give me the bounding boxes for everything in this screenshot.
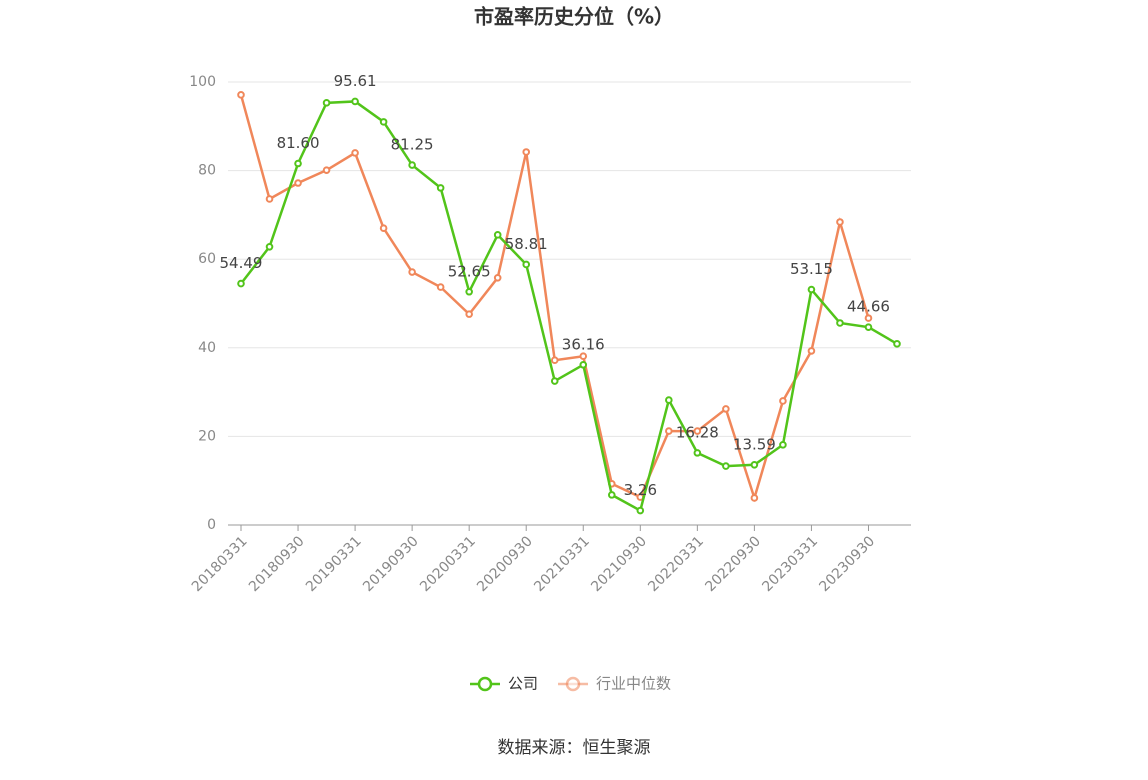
x-tick-label: 20200331 [417, 533, 479, 595]
value-label: 81.60 [277, 134, 320, 152]
value-label: 95.61 [334, 72, 377, 90]
legend-label: 行业中位数 [596, 675, 671, 693]
point [436, 283, 445, 291]
x-tick-label: 20230331 [759, 533, 821, 595]
point [265, 195, 274, 203]
point [665, 427, 673, 435]
x-tick-label: 20230930 [816, 533, 878, 595]
point [379, 224, 388, 232]
y-tick-label: 100 [189, 74, 216, 90]
value-label: 3.26 [624, 481, 657, 499]
x-tick-label: 20190331 [303, 533, 365, 595]
x-tick-label: 20190930 [360, 533, 422, 595]
point [779, 397, 787, 405]
point [522, 148, 531, 156]
x-tick-label: 20210331 [531, 533, 593, 595]
x-tick-label: 20180331 [189, 533, 251, 595]
chart-title: 市盈率历史分位（%） [474, 5, 674, 29]
point [550, 377, 559, 385]
legend-item: 公司 [470, 675, 538, 693]
source: 数据来源：恒生聚源 [498, 738, 651, 758]
point [807, 347, 816, 355]
point [579, 361, 588, 369]
point [379, 118, 388, 126]
point [836, 218, 844, 226]
point [750, 494, 759, 502]
point [636, 506, 645, 515]
point [864, 323, 873, 331]
point [522, 260, 531, 269]
point [237, 279, 245, 288]
point [807, 285, 816, 294]
point [836, 319, 844, 327]
y-tick-label: 40 [198, 340, 216, 356]
y-tick-label: 0 [207, 517, 216, 533]
legend-label: 公司 [508, 675, 538, 693]
point [408, 161, 416, 169]
point [294, 159, 302, 168]
point [665, 396, 673, 404]
value-label: 53.15 [790, 260, 833, 278]
point [722, 405, 730, 413]
point [237, 91, 245, 99]
series-line [240, 100, 898, 513]
point [750, 460, 759, 469]
point [265, 242, 274, 251]
point [351, 97, 359, 106]
point [579, 352, 588, 361]
point [893, 340, 901, 348]
x-tick-label: 20220930 [702, 533, 764, 595]
value-label: 13.59 [733, 435, 776, 453]
point [294, 179, 302, 187]
value-label: 58.81 [505, 235, 548, 253]
value-label: 44.66 [847, 298, 890, 316]
value-label: 54.49 [220, 254, 263, 272]
x-tick-label: 20210930 [588, 533, 650, 595]
point [693, 427, 702, 435]
point [351, 149, 359, 157]
point [465, 287, 473, 296]
point [550, 356, 559, 365]
y-tick-label: 60 [198, 251, 216, 267]
point [607, 491, 616, 499]
value-label: 36.16 [562, 335, 605, 353]
value-label: 16.28 [676, 423, 719, 441]
y-tick-label: 80 [198, 163, 216, 179]
point [322, 166, 331, 174]
point [493, 274, 502, 282]
x-tick-label: 20200930 [474, 533, 536, 595]
value-label: 81.25 [391, 136, 434, 154]
point [436, 184, 445, 192]
legend-item: 行业中位数 [558, 675, 671, 693]
point [322, 99, 331, 107]
point [722, 462, 730, 470]
point [465, 310, 473, 318]
point [779, 441, 787, 449]
legend-marker [565, 676, 581, 692]
x-tick-label: 20220331 [645, 533, 707, 595]
value-label: 52.65 [448, 262, 491, 280]
point [493, 231, 502, 239]
legend-marker [477, 676, 493, 692]
point [864, 314, 873, 322]
point [408, 268, 416, 276]
x-tick-label: 20180930 [246, 533, 308, 595]
point [693, 449, 702, 457]
y-tick-label: 20 [198, 428, 216, 444]
